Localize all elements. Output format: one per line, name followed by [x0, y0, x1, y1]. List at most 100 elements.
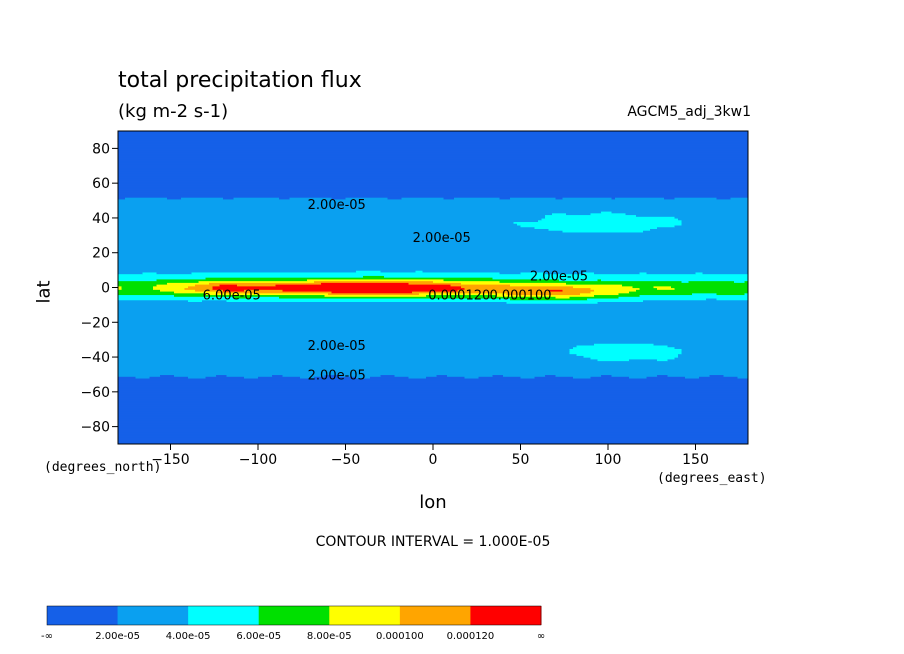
contour-cell: [118, 144, 748, 148]
contour-cell: [611, 374, 658, 377]
contour-cell: [555, 197, 564, 200]
colorbar-label: -∞: [41, 631, 53, 642]
colorbar-swatch: [47, 606, 119, 625]
contour-cell: [464, 376, 480, 379]
contour-cell: [646, 271, 697, 275]
y-tick-label: 80: [92, 141, 110, 157]
contour-cell: [289, 197, 333, 200]
y-tick-label: −80: [80, 420, 110, 436]
contour-cell: [118, 334, 748, 337]
contour-cell: [363, 275, 385, 278]
contour-cell: [118, 191, 748, 195]
contour-cell: [121, 285, 154, 289]
contour-cell: [118, 344, 578, 348]
contour-cell: [566, 212, 592, 216]
contour-label: 2.00e-05: [530, 269, 588, 284]
contour-cell: [688, 280, 735, 283]
contour-cell: [331, 290, 413, 294]
chart-title: total precipitation flux: [118, 68, 362, 93]
contour-cell: [699, 376, 739, 379]
contour-cell: [520, 376, 536, 379]
contour-cell: [583, 271, 595, 275]
contour-cell: [443, 197, 455, 200]
contour-cell: [594, 294, 641, 297]
contour-cell: [678, 353, 748, 356]
contour-cell: [118, 282, 168, 285]
contour-cell: [324, 294, 427, 297]
contour-cell: [552, 212, 567, 216]
contour-cell: [300, 376, 315, 379]
contour-cell: [118, 332, 748, 336]
contour-cell: [282, 289, 459, 292]
contour-cell: [118, 339, 748, 343]
contour-cell: [667, 374, 711, 377]
contour-cell: [681, 221, 748, 224]
contour-cell: [569, 348, 683, 351]
dataset-name: AGCM5_adj_3kw1: [627, 104, 751, 120]
contour-cell: [118, 151, 748, 155]
contour-cell: [118, 197, 126, 200]
contour-cell: [667, 344, 748, 348]
contour-cell: [219, 284, 238, 287]
contour-cell: [454, 197, 501, 200]
contour-cell: [118, 419, 748, 422]
contour-cell: [118, 165, 748, 169]
contour-cell: [545, 214, 637, 217]
contour-cell: [118, 204, 748, 207]
contour-cell: [118, 372, 748, 376]
contour-cell: [118, 193, 748, 196]
contour-cell: [118, 390, 748, 393]
contour-cell: [510, 297, 588, 301]
contour-cell: [576, 353, 679, 356]
contour-cell: [118, 325, 748, 329]
contour-cell: [181, 197, 224, 200]
contour-cell: [433, 280, 501, 283]
contour-cell: [118, 304, 748, 308]
contour-cell: [118, 395, 748, 398]
contour-cell: [118, 292, 207, 296]
contour-cell: [541, 217, 679, 221]
contour-cell: [601, 278, 748, 282]
colorbar-label: 0.000100: [376, 631, 424, 642]
contour-cell: [590, 287, 641, 290]
colorbar-label: ∞: [537, 631, 545, 642]
contour-label: 0.000100: [489, 288, 551, 303]
contour-cell: [461, 282, 567, 285]
contour-cell: [499, 197, 511, 200]
contour-cell: [447, 374, 494, 377]
contour-cell: [496, 294, 595, 297]
contour-cell: [118, 414, 748, 417]
contour-cell: [118, 177, 748, 181]
contour-cell: [118, 150, 748, 153]
contour-cell: [233, 197, 280, 200]
contour-cell: [118, 348, 571, 351]
contour-cell: [702, 271, 748, 275]
contour-fill: [118, 131, 748, 444]
contour-cell: [118, 296, 235, 299]
contour-cell: [118, 431, 748, 435]
contour-cell: [118, 230, 564, 233]
contour-cell: [615, 197, 665, 200]
contour-cell: [590, 212, 627, 216]
contour-cell: [118, 198, 748, 202]
contour-cell: [118, 250, 748, 254]
contour-cell: [118, 233, 748, 236]
contour-cell: [118, 223, 518, 226]
contour-cell: [338, 374, 382, 377]
contour-cell: [618, 296, 748, 299]
contour-cell: [594, 271, 641, 275]
contour-cell: [492, 374, 504, 377]
contour-cell: [737, 376, 748, 379]
contour-cell: [118, 214, 546, 217]
contour-cell: [559, 278, 599, 282]
contour-cell: [223, 289, 245, 292]
contour-cell: [545, 216, 676, 219]
contour-cell: [184, 287, 214, 290]
colorbar-label: 6.00e-05: [236, 631, 281, 642]
contour-cell: [118, 137, 748, 141]
contour-cell: [156, 278, 308, 282]
contour-cell: [513, 221, 683, 224]
contour-cell: [450, 284, 511, 287]
contour-cell: [499, 271, 522, 275]
contour-cell: [639, 287, 658, 290]
